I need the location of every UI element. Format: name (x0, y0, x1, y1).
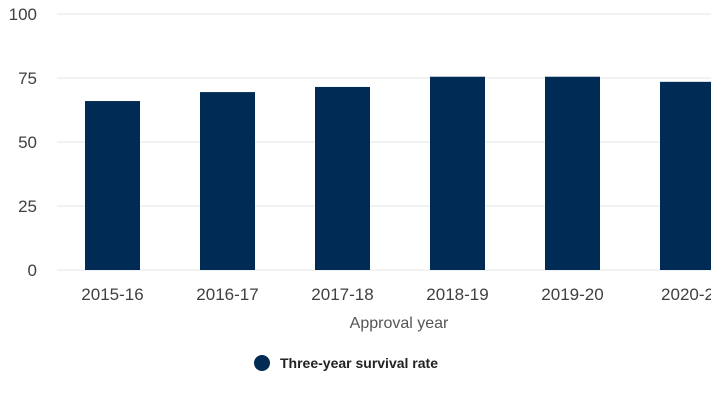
bar[interactable] (315, 86, 370, 271)
x-tick-label: 2017-18 (311, 285, 373, 304)
y-tick-label: 75 (18, 69, 37, 88)
legend-label: Three-year survival rate (280, 355, 438, 371)
bar[interactable] (430, 76, 485, 270)
x-tick-label: 2016-17 (196, 285, 258, 304)
x-tick-label: 2018-19 (426, 285, 488, 304)
legend-swatch-icon (254, 355, 270, 371)
gridlines (57, 13, 711, 271)
y-tick-label: 25 (18, 197, 37, 216)
y-tick-label: 50 (18, 133, 37, 152)
bar[interactable] (85, 101, 140, 270)
bars (85, 76, 711, 271)
x-tick-label: 2019-20 (541, 285, 603, 304)
bar[interactable] (545, 76, 600, 270)
y-axis-ticks: 0 25 50 75 100 (9, 5, 37, 280)
y-tick-label: 100 (9, 5, 37, 24)
bar[interactable] (660, 81, 711, 270)
x-axis-ticks: 2015-16 2016-17 2017-18 2018-19 2019-20 2020-… (81, 285, 711, 304)
legend[interactable]: Three-year survival rate (254, 355, 438, 371)
x-tick-label: 2020-2 (661, 285, 711, 304)
x-tick-label: 2015-16 (81, 285, 143, 304)
x-axis-title: Approval year (350, 315, 449, 332)
bar[interactable] (200, 92, 255, 270)
y-tick-label: 0 (28, 261, 37, 280)
